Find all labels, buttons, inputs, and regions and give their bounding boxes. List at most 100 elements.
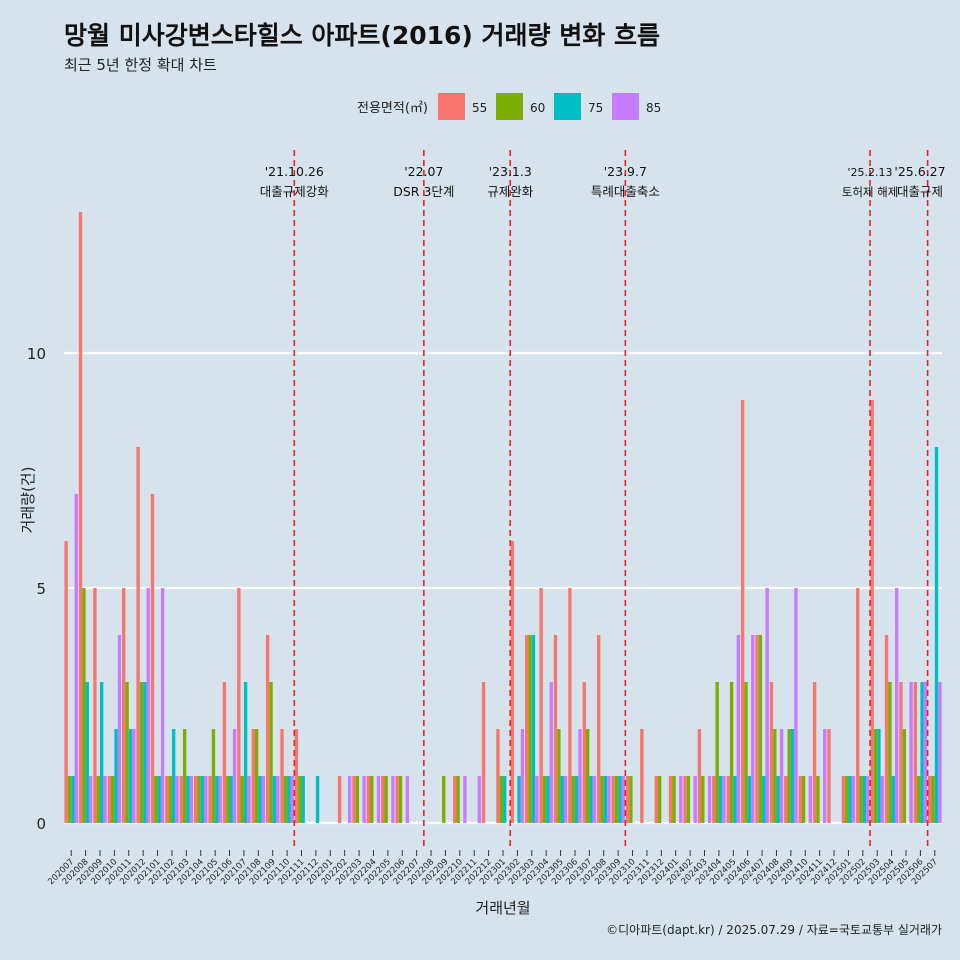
bar-75-202504 xyxy=(891,776,895,823)
bar-60-202310 xyxy=(629,776,633,823)
bar-75-202501 xyxy=(848,776,852,823)
x-axis-title: 거래년월 xyxy=(475,899,530,917)
bar-75-202502 xyxy=(862,776,867,823)
bar-75-202105 xyxy=(215,776,219,823)
bar-75-202111 xyxy=(301,776,305,823)
bar-85-202502 xyxy=(866,776,870,823)
legend-title: 전용면적(㎡) xyxy=(357,101,428,116)
bar-55-202407 xyxy=(755,635,759,823)
bar-75-202108 xyxy=(258,776,262,823)
bar-85-202304 xyxy=(549,682,553,823)
bar-55-202401 xyxy=(668,776,673,823)
bar-60-202507 xyxy=(931,776,935,823)
bar-85-202007 xyxy=(74,494,78,823)
bar-85-202407 xyxy=(765,588,769,823)
bar-60-202009 xyxy=(96,776,100,823)
bar-85-202411 xyxy=(823,729,827,823)
bar-55-202306 xyxy=(568,588,572,823)
bar-85-202211 xyxy=(477,776,481,823)
bar-85-202210 xyxy=(463,776,467,823)
bar-75-202008 xyxy=(85,682,89,823)
bar-75-202409 xyxy=(790,729,795,823)
bar-85-202107 xyxy=(247,776,251,823)
bar-55-202202 xyxy=(337,776,342,823)
bar-85-202105 xyxy=(218,776,222,823)
bar-55-202503 xyxy=(870,400,874,823)
bar-60-202205 xyxy=(384,776,388,823)
bar-85-202307 xyxy=(592,776,597,823)
bar-55-202302 xyxy=(510,541,515,823)
bar-55-202501 xyxy=(841,776,846,823)
bar-60-202504 xyxy=(888,682,892,823)
bar-75-202408 xyxy=(776,776,780,823)
bar-55-202502 xyxy=(856,588,860,823)
bar-85-202505 xyxy=(909,682,913,823)
event-date: '23.1.3 xyxy=(489,164,532,179)
bar-55-202305 xyxy=(553,635,558,823)
bar-60-202204 xyxy=(370,776,374,823)
bar-60-202312 xyxy=(657,776,662,823)
bar-85-202302 xyxy=(520,729,525,823)
bar-55-202303 xyxy=(525,635,529,823)
bar-55-202412 xyxy=(827,729,831,823)
bar-75-202309 xyxy=(618,776,622,823)
bar-85-202306 xyxy=(578,729,582,823)
bar-85-202309 xyxy=(621,776,625,823)
bar-85-202206 xyxy=(405,776,410,823)
bar-55-202008 xyxy=(78,212,83,823)
bar-55-202507 xyxy=(928,776,932,823)
bar-85-202204 xyxy=(376,776,381,823)
bar-55-202011 xyxy=(122,588,126,823)
bar-55-202301 xyxy=(496,729,500,823)
legend-label-60: 60 xyxy=(530,101,545,115)
bar-55-202206 xyxy=(395,776,399,823)
bar-85-202404 xyxy=(722,776,726,823)
bar-75-202009 xyxy=(99,682,104,823)
bar-85-202008 xyxy=(88,776,93,823)
bar-55-202104 xyxy=(193,776,198,823)
bar-75-202305 xyxy=(560,776,564,823)
bar-85-202205 xyxy=(391,776,395,823)
legend-label-55: 55 xyxy=(472,101,487,115)
bar-85-202101 xyxy=(160,588,165,823)
bar-75-202308 xyxy=(603,776,608,823)
legend-swatch-85 xyxy=(612,93,639,120)
bar-60-202301 xyxy=(499,776,503,823)
bar-60-202109 xyxy=(269,682,273,823)
bar-85-202504 xyxy=(895,588,899,823)
bar-60-202309 xyxy=(614,776,619,823)
bar-55-202010 xyxy=(107,776,111,823)
bar-60-202304 xyxy=(542,776,547,823)
bar-55-202212 xyxy=(481,682,486,823)
bar-85-202406 xyxy=(751,635,755,823)
bar-55-202012 xyxy=(136,447,140,823)
bar-55-202505 xyxy=(899,682,903,823)
bar-75-202011 xyxy=(128,729,133,823)
event-date: '21.10.26 xyxy=(265,164,324,179)
event-label: 대출규제강화 xyxy=(260,184,330,199)
bar-55-202106 xyxy=(222,682,227,823)
bar-55-202204 xyxy=(366,776,371,823)
bar-75-202307 xyxy=(589,776,593,823)
event-date: '25.2.13 xyxy=(848,166,893,179)
bar-55-202406 xyxy=(740,400,745,823)
bar-55-202203 xyxy=(352,776,356,823)
bar-85-202501 xyxy=(851,776,856,823)
bar-85-202102 xyxy=(175,776,179,823)
bar-75-202406 xyxy=(747,776,752,823)
bar-75-202112 xyxy=(315,776,320,823)
bar-60-202209 xyxy=(442,776,446,823)
bar-60-202410 xyxy=(801,776,806,823)
chart-subtitle: 최근 5년 한정 확대 차트 xyxy=(64,56,217,74)
bar-75-202301 xyxy=(503,776,507,823)
y-tick-label: 5 xyxy=(36,580,46,598)
bar-85-202010 xyxy=(117,635,122,823)
bar-60-202303 xyxy=(528,635,532,823)
bar-55-202109 xyxy=(265,635,270,823)
bar-55-202504 xyxy=(884,635,889,823)
bar-75-202306 xyxy=(574,776,579,823)
bar-55-202403 xyxy=(697,729,702,823)
bar-55-202404 xyxy=(712,776,716,823)
legend-swatch-60 xyxy=(496,93,523,120)
bar-55-202009 xyxy=(93,588,97,823)
